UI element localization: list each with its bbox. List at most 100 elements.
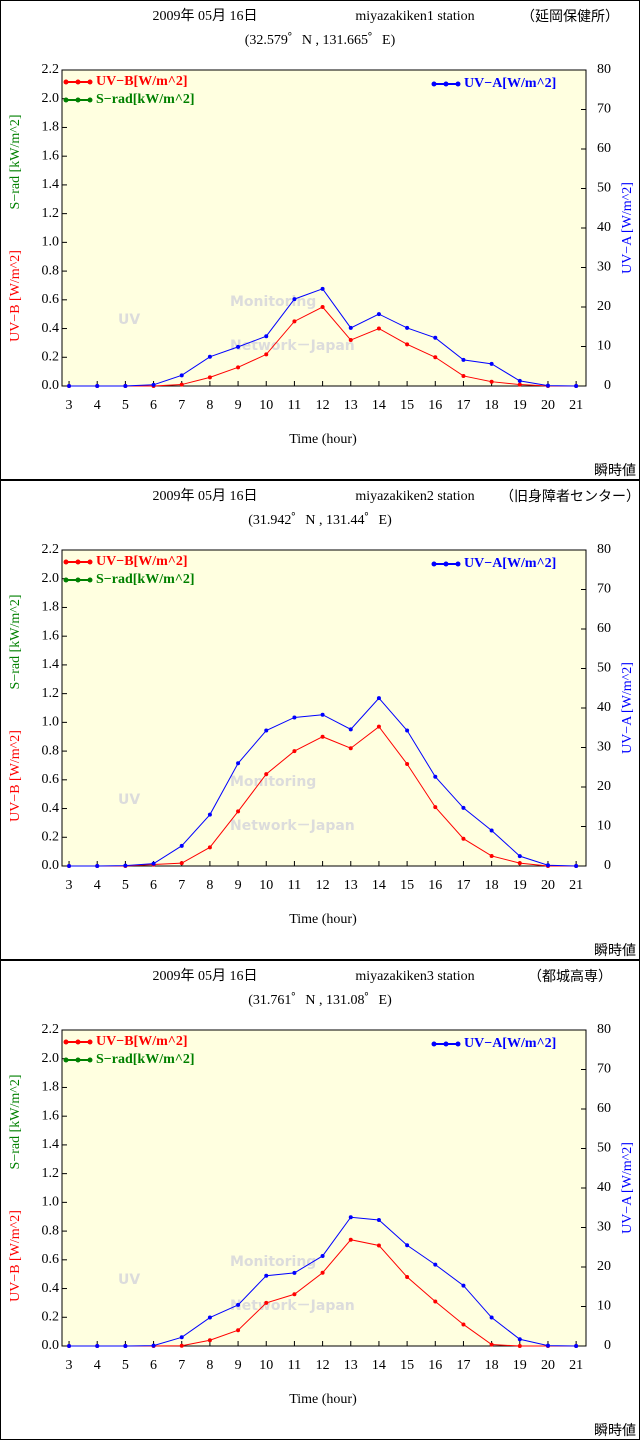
- x-axis-label: Time (hour): [289, 1392, 357, 1407]
- x-tick-label: 9: [235, 1358, 242, 1373]
- x-tick-label: 21: [569, 878, 583, 893]
- data-point: [376, 724, 381, 729]
- data-point: [574, 864, 579, 868]
- data-point: [461, 357, 466, 362]
- legend-dot: [455, 81, 461, 87]
- data-point: [348, 746, 353, 751]
- legend-dot: [431, 561, 437, 567]
- x-tick-label: 3: [66, 1358, 73, 1373]
- data-point: [179, 843, 184, 848]
- y2-tick-label: 30: [597, 260, 611, 275]
- legend-dot: [87, 97, 93, 103]
- data-point: [405, 325, 410, 330]
- y-tick-label: 1.4: [42, 657, 60, 672]
- x-tick-label: 3: [66, 398, 73, 413]
- y-tick-label: 2.2: [42, 542, 60, 557]
- x-tick-label: 12: [316, 398, 330, 413]
- x-tick-label: 13: [344, 878, 358, 893]
- note: 瞬時値: [594, 1423, 636, 1439]
- x-tick-label: 10: [259, 398, 273, 413]
- x-tick-label: 9: [235, 878, 242, 893]
- data-point: [236, 1328, 241, 1333]
- data-point: [489, 853, 494, 858]
- x-tick-label: 19: [513, 878, 527, 893]
- data-point: [517, 1344, 522, 1348]
- data-point: [517, 378, 522, 383]
- note: 瞬時値: [594, 943, 636, 959]
- data-point: [405, 728, 410, 733]
- data-point: [489, 361, 494, 366]
- data-point: [376, 1243, 381, 1248]
- y-axis-label: S−rad [kW/m^2]: [8, 595, 23, 690]
- data-point: [67, 384, 72, 388]
- x-tick-label: 7: [178, 1358, 185, 1373]
- y2-tick-label: 30: [597, 740, 611, 755]
- y-tick-label: 0.2: [42, 829, 60, 844]
- x-tick-label: 15: [400, 1358, 414, 1373]
- title-date: 2009年 05月 16日: [153, 8, 258, 24]
- legend-label: UV−B[W/m^2]: [96, 74, 188, 89]
- x-tick-label: 13: [344, 398, 358, 413]
- x-tick-label: 15: [400, 398, 414, 413]
- x-tick-label: 10: [259, 878, 273, 893]
- y2-tick-label: 70: [597, 102, 611, 117]
- data-point: [179, 382, 184, 387]
- title-site: （延岡保健所）: [521, 9, 619, 25]
- y2-tick-label: 20: [597, 1259, 611, 1274]
- x-tick-label: 8: [206, 878, 213, 893]
- title-station: miyazakiken2 station: [355, 489, 474, 504]
- legend-dot: [443, 1041, 449, 1047]
- x-tick-label: 16: [428, 878, 442, 893]
- y2-tick-label: 10: [597, 1299, 611, 1314]
- y-tick-label: 0.8: [42, 263, 60, 278]
- y-tick-label: 1.2: [42, 206, 60, 221]
- data-point: [264, 772, 269, 777]
- legend-label: S−rad[kW/m^2]: [96, 92, 195, 107]
- x-tick-label: 7: [178, 878, 185, 893]
- legend-dot: [87, 79, 93, 85]
- x-tick-label: 9: [235, 398, 242, 413]
- data-point: [151, 861, 156, 866]
- legend-dot: [455, 1041, 461, 1047]
- legend-label: UV−A[W/m^2]: [464, 1036, 556, 1051]
- data-point: [123, 1344, 128, 1348]
- x-tick-label: 11: [288, 398, 301, 413]
- legend-dot: [443, 81, 449, 87]
- data-point: [236, 1302, 241, 1307]
- y2-tick-label: 0: [604, 378, 611, 393]
- data-point: [292, 749, 297, 754]
- data-point: [264, 334, 269, 339]
- data-point: [264, 352, 269, 357]
- data-point: [489, 379, 494, 384]
- watermark: Monitoring: [230, 1254, 316, 1270]
- legend-dot: [63, 577, 69, 583]
- data-point: [461, 373, 466, 378]
- y-axis-label: UV−B [W/m^2]: [8, 730, 23, 822]
- y-tick-label: 0.6: [42, 292, 60, 307]
- data-point: [461, 805, 466, 810]
- data-point: [236, 809, 241, 814]
- x-axis-label: Time (hour): [289, 432, 357, 447]
- x-tick-label: 12: [316, 1358, 330, 1373]
- legend-label: S−rad[kW/m^2]: [96, 1052, 195, 1067]
- title-site: （旧身障者センター）: [500, 489, 640, 505]
- y2-tick-label: 0: [604, 1338, 611, 1353]
- data-point: [545, 1343, 550, 1348]
- x-tick-label: 8: [206, 1358, 213, 1373]
- subtitle: (32.579゜N , 131.665゜E): [245, 32, 396, 48]
- data-point: [264, 1273, 269, 1278]
- x-tick-label: 20: [541, 398, 555, 413]
- y-tick-label: 0.8: [42, 1223, 60, 1238]
- y2-tick-label: 40: [597, 1180, 611, 1195]
- data-point: [405, 342, 410, 347]
- y2-tick-label: 40: [597, 700, 611, 715]
- data-point: [545, 383, 550, 388]
- y-tick-label: 1.0: [42, 715, 60, 730]
- x-tick-label: 11: [288, 878, 301, 893]
- data-point: [207, 375, 212, 380]
- y2-tick-label: 70: [597, 1062, 611, 1077]
- y-tick-label: 0.4: [42, 321, 60, 336]
- data-point: [179, 1335, 184, 1340]
- y-tick-label: 1.8: [42, 600, 60, 615]
